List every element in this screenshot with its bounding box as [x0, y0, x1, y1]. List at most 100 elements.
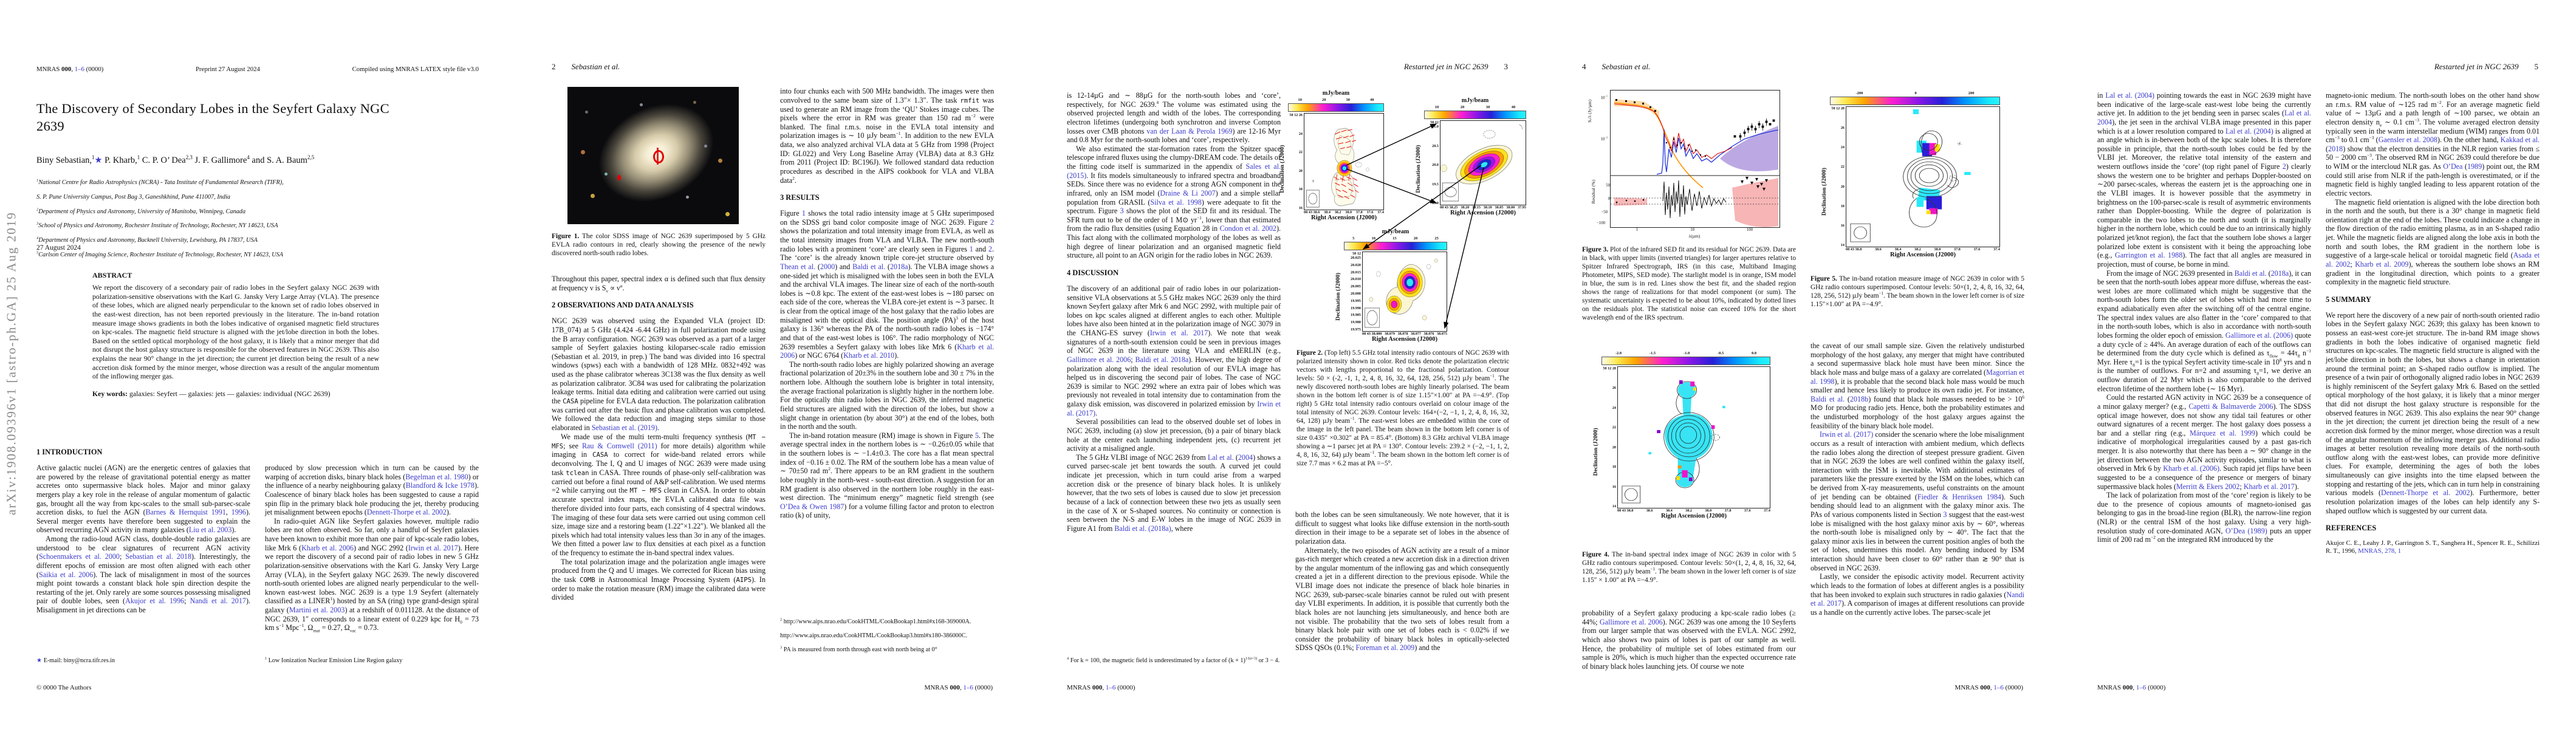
citation-link[interactable]: Sales et al. (2015)	[1067, 162, 1281, 180]
citation-link[interactable]: Irwin et al. (2017)	[1820, 430, 1874, 439]
citation-link[interactable]: Baldi et al.	[2234, 269, 2267, 278]
citation-link[interactable]: 3	[1120, 207, 1124, 216]
tick-label: 38.10	[1483, 205, 1492, 210]
citation-link[interactable]: 2000	[820, 262, 835, 271]
tick-label: 08 43 38.080	[1362, 332, 1382, 336]
tick-label: 19.975	[1350, 327, 1361, 332]
figure-2-caption: Figure 2. (Top left) 5.5 GHz total inten…	[1297, 349, 1510, 467]
tick-label: -1.0	[1683, 351, 1690, 355]
citation-link[interactable]: 2018b	[1849, 394, 1869, 403]
citation-link[interactable]: 2018a	[889, 262, 908, 271]
paragraph: http://www.aips.nrao.edu/CookHTML/CookBo…	[780, 632, 968, 640]
citation-link[interactable]: Thean et al.	[780, 262, 816, 271]
citation-link[interactable]: Kharb et al. 2009	[2355, 259, 2409, 269]
citation-link[interactable]: Kharb et al. 2006	[301, 543, 354, 552]
citation-link[interactable]: Martini et al. 2003	[289, 606, 345, 614]
citation-link[interactable]: Dennett-Thorpe et al. 2002	[366, 508, 447, 517]
citation-link[interactable]: 1996	[231, 508, 246, 517]
citation-link[interactable]: Liu et al. 2003	[188, 525, 232, 535]
contour-map	[1440, 124, 1523, 202]
citation-link[interactable]: 2004	[1238, 453, 1253, 462]
affiliations: 1National Centre for Radio Astrophysics …	[36, 173, 474, 265]
citation-link[interactable]: 5	[975, 431, 979, 440]
citation-link[interactable]: Sebastian et al. (2019)	[591, 423, 657, 432]
citation-link[interactable]: Irwin et al. 2017	[408, 543, 458, 552]
citation-link[interactable]: 2	[988, 244, 992, 253]
citation-link[interactable]: ★	[94, 156, 103, 165]
citation-link[interactable]: 1–6	[1105, 684, 1116, 691]
citation-link[interactable]: Schoenmakers et al. 2000	[39, 552, 120, 561]
citation-link[interactable]: O’Dea & Owen 1987	[780, 502, 844, 511]
citation-link[interactable]: Kharb et al. 2017	[2243, 482, 2295, 491]
colorbar-ticks: 5 10 15 20 25	[1344, 236, 1447, 242]
citation-link[interactable]: 1	[801, 209, 806, 218]
citation-link[interactable]: Begelman et al. 1980	[405, 472, 468, 481]
citation-link[interactable]: Lal et al. (2004)	[2225, 126, 2273, 135]
citation-link[interactable]: Condon et al. 2002	[1219, 224, 1276, 233]
citation-link[interactable]: van der Laan & Perola 1969	[1146, 126, 1233, 135]
citation-link[interactable]: Saikia et al. 2006	[39, 570, 94, 579]
beam-indicator	[1365, 307, 1380, 328]
page5-column-left: in Lal et al. (2004) pointing towards th…	[2097, 91, 2311, 544]
citation-link[interactable]: Kharb et al. 2006	[780, 342, 995, 360]
citation-link[interactable]: 1–6	[74, 66, 84, 73]
citation-link[interactable]: Barnes & Hernquist 1991	[145, 508, 226, 517]
citation-link[interactable]: 2	[990, 217, 994, 227]
citation-link[interactable]: Silva et al. 1998	[1150, 197, 1202, 207]
discussion-paragraphs: in Lal et al. (2004) pointing towards th…	[2097, 91, 2311, 544]
citation-link[interactable]: Asada et al. 2002	[2326, 251, 2540, 269]
citation-link[interactable]: Magorrian et al. 1998	[1810, 368, 2024, 386]
citation-link[interactable]: MNRAS, 278, 1	[2358, 547, 2402, 555]
citation-link[interactable]: Kharb et al. (2006)	[2163, 464, 2220, 473]
citation-link[interactable]: Baldi et al.	[852, 262, 886, 271]
figure-5-caption: Figure 5. The in-band rotation measure i…	[1810, 275, 2024, 308]
citation-link[interactable]: Garrington et al. 1988	[2115, 251, 2183, 260]
citation-link[interactable]: Capetti & Balmaverde 2006	[2188, 402, 2273, 411]
citation-link[interactable]: Baldi et al. (2018a)	[1114, 524, 1171, 533]
citation-link[interactable]: ★	[36, 657, 43, 664]
citation-link[interactable]: Kharb et al. 2010	[843, 351, 895, 360]
tick-label: -200	[1855, 91, 1863, 95]
citation-link[interactable]: Gaensler et al. 2008	[2378, 135, 2437, 145]
paragraph: Alternately, the two episodes of AGN act…	[1295, 546, 1509, 652]
citation-link[interactable]: Sebastian et al. 2018	[125, 552, 191, 561]
citation-link[interactable]: 3	[1943, 510, 1947, 519]
citation-link[interactable]: Blandford & Icke 1978	[405, 481, 474, 490]
citation-link[interactable]: Foreman et al. 2009	[1355, 643, 1415, 652]
citation-link[interactable]: Rau & Cornwell (2011)	[581, 441, 657, 450]
page4-column-left-text: probability of a Seyfert galaxy producin…	[1582, 609, 1796, 671]
intro-paragraphs-right: produced by slow precession which in tur…	[265, 464, 479, 633]
citation-link[interactable]: Gallimore et al. (2006)	[2225, 330, 2293, 340]
citation-link[interactable]: 1–6	[2136, 684, 2146, 691]
page-number: 3	[1504, 62, 1509, 71]
citation-link[interactable]: Gallimore et al. 2006	[1067, 355, 1131, 364]
citation-link[interactable]: 1–6	[963, 684, 973, 691]
citation-link[interactable]: Nandi et al. 2017	[190, 597, 246, 606]
citation-link[interactable]: 2018a	[2270, 269, 2289, 278]
citation-link[interactable]: Kakkad et al.	[2500, 135, 2540, 145]
citation-link[interactable]: Baldi et al.	[1810, 394, 1845, 403]
citation-link[interactable]: Irwin et al. (2017)	[1067, 400, 1281, 417]
citation-link[interactable]: 1989	[2467, 162, 2482, 171]
citation-link[interactable]: Lal et al. (2004)	[2105, 91, 2155, 100]
citation-link[interactable]: Nandi et al. 2017	[1810, 590, 2024, 608]
citation-link[interactable]: 2018	[2328, 144, 2343, 153]
citation-link[interactable]: Fiedler & Henriksen 1984	[1917, 492, 2001, 501]
citation-link[interactable]: Dennett-Thorpe et al. 2002	[2380, 488, 2470, 498]
citation-link[interactable]: Márquez et al. 1999	[2190, 428, 2255, 437]
ra-axis-ticks: 08 43 38.8 38.6 38.4 38.2 38.0 37.8 37.6 37.4	[1617, 508, 1770, 513]
citation-link[interactable]: Draine & Li 2007	[1160, 188, 1216, 197]
citation-link[interactable]: 1	[969, 244, 973, 253]
citation-link[interactable]: Lal et al. 2004	[2097, 109, 2311, 126]
citation-link[interactable]: Gallimore et al. 2006	[1599, 617, 1663, 626]
citation-link[interactable]: Merritt & Ekers 2002	[2176, 482, 2240, 491]
citation-link[interactable]: Lal et al.	[1207, 453, 1234, 462]
paragraph: into four chunks each with 500 MHz bandw…	[780, 87, 995, 185]
citation-link[interactable]: Akujor et al. 1996	[125, 597, 185, 606]
citation-link[interactable]: O’Dea (1989)	[2225, 526, 2267, 535]
citation-link[interactable]: 2	[2282, 162, 2286, 171]
citation-link[interactable]: Irwin et al. 2017	[1149, 329, 1208, 337]
citation-link[interactable]: 1–6	[1993, 684, 2004, 691]
citation-link[interactable]: O’Dea	[2443, 162, 2463, 171]
citation-link[interactable]: Baldi et al. 2018a	[1135, 355, 1189, 364]
